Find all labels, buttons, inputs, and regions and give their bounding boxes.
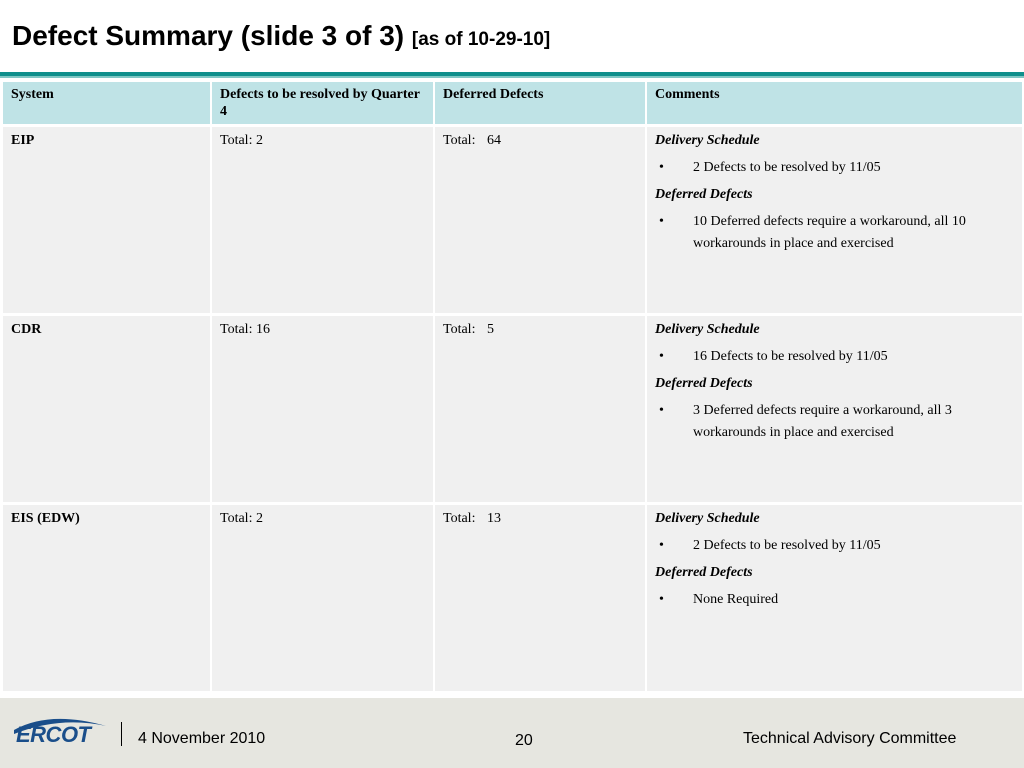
deferred-defects-heading: Deferred Defects bbox=[655, 187, 753, 202]
deferred-item-text: 3 Deferred defects require a workaround,… bbox=[693, 403, 952, 440]
table-row: EIS (EDW) Total: 2 Total: 13 Delivery Sc… bbox=[3, 505, 1024, 694]
delivery-schedule-heading: Delivery Schedule bbox=[655, 322, 760, 337]
title-rule-accent bbox=[0, 76, 1024, 78]
deferred-total-value: 13 bbox=[486, 511, 501, 526]
delivery-item-text: 2 Defects to be resolved by 11/05 bbox=[693, 538, 881, 553]
slide-subtitle: [as of 10-29-10] bbox=[411, 29, 551, 50]
list-item: • 10 Deferred defects require a workaroun… bbox=[655, 211, 1014, 255]
system-cell: EIS (EDW) bbox=[3, 505, 212, 694]
column-header-system: System bbox=[3, 82, 212, 127]
deferred-total-label: Total: bbox=[443, 133, 476, 148]
title-rule bbox=[0, 72, 1024, 76]
page-number: 20 bbox=[515, 732, 533, 749]
list-item: • 3 Deferred defects require a workaround… bbox=[655, 400, 1014, 444]
q4-total-value: 2 bbox=[255, 133, 263, 148]
list-item: • 2 Defects to be resolved by 11/05 bbox=[655, 157, 1014, 179]
deferred-defects-list: • 3 Deferred defects require a workaround… bbox=[655, 400, 1014, 444]
q4-total-label: Total: bbox=[220, 133, 253, 148]
deferred-defects-cell: Total: 13 bbox=[435, 505, 647, 694]
deferred-defects-heading: Deferred Defects bbox=[655, 565, 753, 580]
q4-total-label: Total: bbox=[220, 322, 253, 337]
deferred-defects-heading: Deferred Defects bbox=[655, 376, 753, 391]
deferred-total-label: Total: bbox=[443, 322, 476, 337]
slide-title-text: Defect Summary (slide 3 of 3) bbox=[12, 20, 405, 51]
q4-total-value: 16 bbox=[255, 322, 270, 337]
comments-cell: Delivery Schedule • 2 Defects to be resol… bbox=[647, 127, 1024, 316]
defect-summary-table: System Defects to be resolved by Quarter… bbox=[3, 82, 1024, 694]
delivery-schedule-list: • 2 Defects to be resolved by 11/05 bbox=[655, 535, 1014, 557]
delivery-schedule-list: • 16 Defects to be resolved by 11/05 bbox=[655, 346, 1014, 368]
delivery-schedule-heading: Delivery Schedule bbox=[655, 511, 760, 526]
q4-total-label: Total: bbox=[220, 511, 253, 526]
bullet-icon: • bbox=[659, 592, 664, 607]
delivery-schedule-heading: Delivery Schedule bbox=[655, 133, 760, 148]
column-header-q4-defects: Defects to be resolved by Quarter 4 bbox=[212, 82, 435, 127]
deferred-defects-list: • None Required bbox=[655, 589, 1014, 611]
column-header-deferred-defects: Deferred Defects bbox=[435, 82, 647, 127]
delivery-schedule-list: • 2 Defects to be resolved by 11/05 bbox=[655, 157, 1014, 179]
comments-cell: Delivery Schedule • 16 Defects to be reso… bbox=[647, 316, 1024, 505]
q4-defects-cell: Total: 2 bbox=[212, 505, 435, 694]
delivery-item-text: 2 Defects to be resolved by 11/05 bbox=[693, 160, 881, 175]
footer-date: 4 November 2010 bbox=[138, 730, 266, 747]
deferred-item-text: 10 Deferred defects require a workaround… bbox=[693, 214, 966, 251]
table-row: CDR Total: 16 Total: 5 Delivery Schedule… bbox=[3, 316, 1024, 505]
delivery-item-text: 16 Defects to be resolved by 11/05 bbox=[693, 349, 888, 364]
bullet-icon: • bbox=[659, 403, 664, 418]
q4-defects-cell: Total: 16 bbox=[212, 316, 435, 505]
list-item: • None Required bbox=[655, 589, 1014, 611]
slide-title: Defect Summary (slide 3 of 3) [as of 10-… bbox=[12, 20, 550, 52]
bullet-icon: • bbox=[659, 538, 664, 553]
deferred-total-value: 5 bbox=[486, 322, 494, 337]
deferred-defects-list: • 10 Deferred defects require a workaroun… bbox=[655, 211, 1014, 255]
q4-defects-cell: Total: 2 bbox=[212, 127, 435, 316]
deferred-defects-cell: Total: 5 bbox=[435, 316, 647, 505]
bullet-icon: • bbox=[659, 214, 664, 229]
column-header-comments: Comments bbox=[647, 82, 1024, 127]
deferred-item-text: None Required bbox=[693, 592, 779, 607]
q4-total-value: 2 bbox=[255, 511, 263, 526]
deferred-total-value: 64 bbox=[486, 133, 501, 148]
bullet-icon: • bbox=[659, 349, 664, 364]
deferred-total-label: Total: bbox=[443, 511, 476, 526]
table-header-row: System Defects to be resolved by Quarter… bbox=[3, 82, 1024, 127]
system-cell: EIP bbox=[3, 127, 212, 316]
ercot-logo-icon bbox=[14, 718, 106, 734]
list-item: • 2 Defects to be resolved by 11/05 bbox=[655, 535, 1014, 557]
list-item: • 16 Defects to be resolved by 11/05 bbox=[655, 346, 1014, 368]
deferred-defects-cell: Total: 64 bbox=[435, 127, 647, 316]
bullet-icon: • bbox=[659, 160, 664, 175]
comments-cell: Delivery Schedule • 2 Defects to be resol… bbox=[647, 505, 1024, 694]
system-cell: CDR bbox=[3, 316, 212, 505]
slide-footer: ERCOT 4 November 2010 20 Technical Advis… bbox=[0, 698, 1024, 768]
footer-organization: Technical Advisory Committee bbox=[743, 730, 957, 747]
ercot-logo-text: ERCOT bbox=[16, 722, 91, 747]
footer-divider bbox=[121, 722, 122, 746]
table-row: EIP Total: 2 Total: 64 Delivery Schedule… bbox=[3, 127, 1024, 316]
